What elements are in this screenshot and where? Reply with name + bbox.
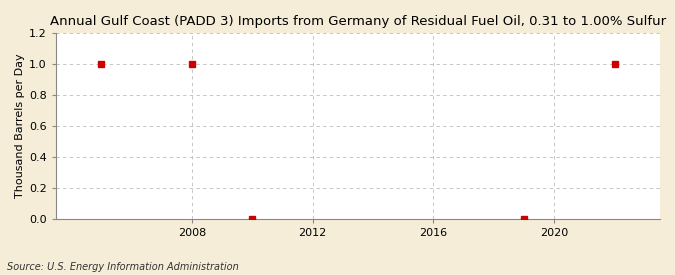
Title: Annual Gulf Coast (PADD 3) Imports from Germany of Residual Fuel Oil, 0.31 to 1.: Annual Gulf Coast (PADD 3) Imports from … xyxy=(50,15,666,28)
Text: Source: U.S. Energy Information Administration: Source: U.S. Energy Information Administ… xyxy=(7,262,238,272)
Y-axis label: Thousand Barrels per Day: Thousand Barrels per Day xyxy=(15,54,25,199)
